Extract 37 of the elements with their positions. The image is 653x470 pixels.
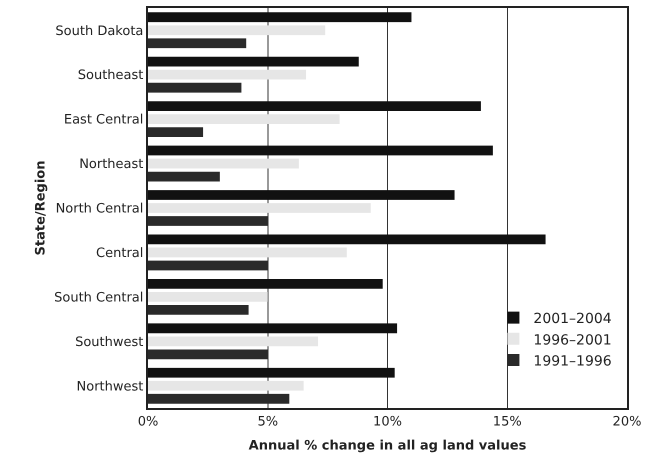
bar bbox=[148, 56, 359, 67]
bar bbox=[148, 336, 318, 346]
x-axis-title: Annual % change in all ag land values bbox=[248, 438, 527, 454]
x-tick-label: 20% bbox=[612, 414, 642, 430]
legend-label: 2001–2004 bbox=[533, 311, 612, 328]
bar bbox=[148, 368, 395, 378]
x-tick-label: 10% bbox=[373, 414, 402, 430]
legend-label: 1996–2001 bbox=[533, 332, 612, 348]
bar bbox=[148, 114, 340, 124]
bar bbox=[148, 380, 304, 391]
y-tick-label: East Central bbox=[64, 112, 144, 128]
legend-label: 1991–1996 bbox=[533, 353, 612, 370]
bar bbox=[148, 278, 383, 289]
x-tick-label: 15% bbox=[492, 414, 522, 430]
y-axis-title: State/Region bbox=[34, 160, 49, 256]
bar bbox=[148, 292, 268, 302]
y-tick-label: Central bbox=[96, 246, 144, 261]
bar bbox=[148, 70, 306, 80]
y-tick-label: South Dakota bbox=[55, 24, 144, 39]
y-tick-label: North Central bbox=[56, 202, 144, 217]
bar bbox=[148, 146, 493, 156]
y-tick-label: Northeast bbox=[79, 157, 144, 172]
y-tick-label: Southwest bbox=[75, 334, 144, 350]
y-tick-label: Southeast bbox=[78, 68, 144, 84]
bar bbox=[148, 25, 326, 36]
x-tick-label: 0% bbox=[138, 414, 158, 430]
bar bbox=[148, 158, 299, 168]
bar bbox=[148, 248, 347, 258]
y-tick-label: South Central bbox=[54, 290, 144, 306]
y-tick-label: Northwest bbox=[76, 379, 144, 394]
bar bbox=[148, 190, 455, 200]
bar bbox=[148, 12, 412, 22]
bar bbox=[148, 203, 371, 213]
bar bbox=[148, 101, 481, 111]
bar bbox=[148, 234, 546, 244]
x-tick-label: 5% bbox=[257, 414, 278, 430]
bar bbox=[148, 323, 398, 334]
